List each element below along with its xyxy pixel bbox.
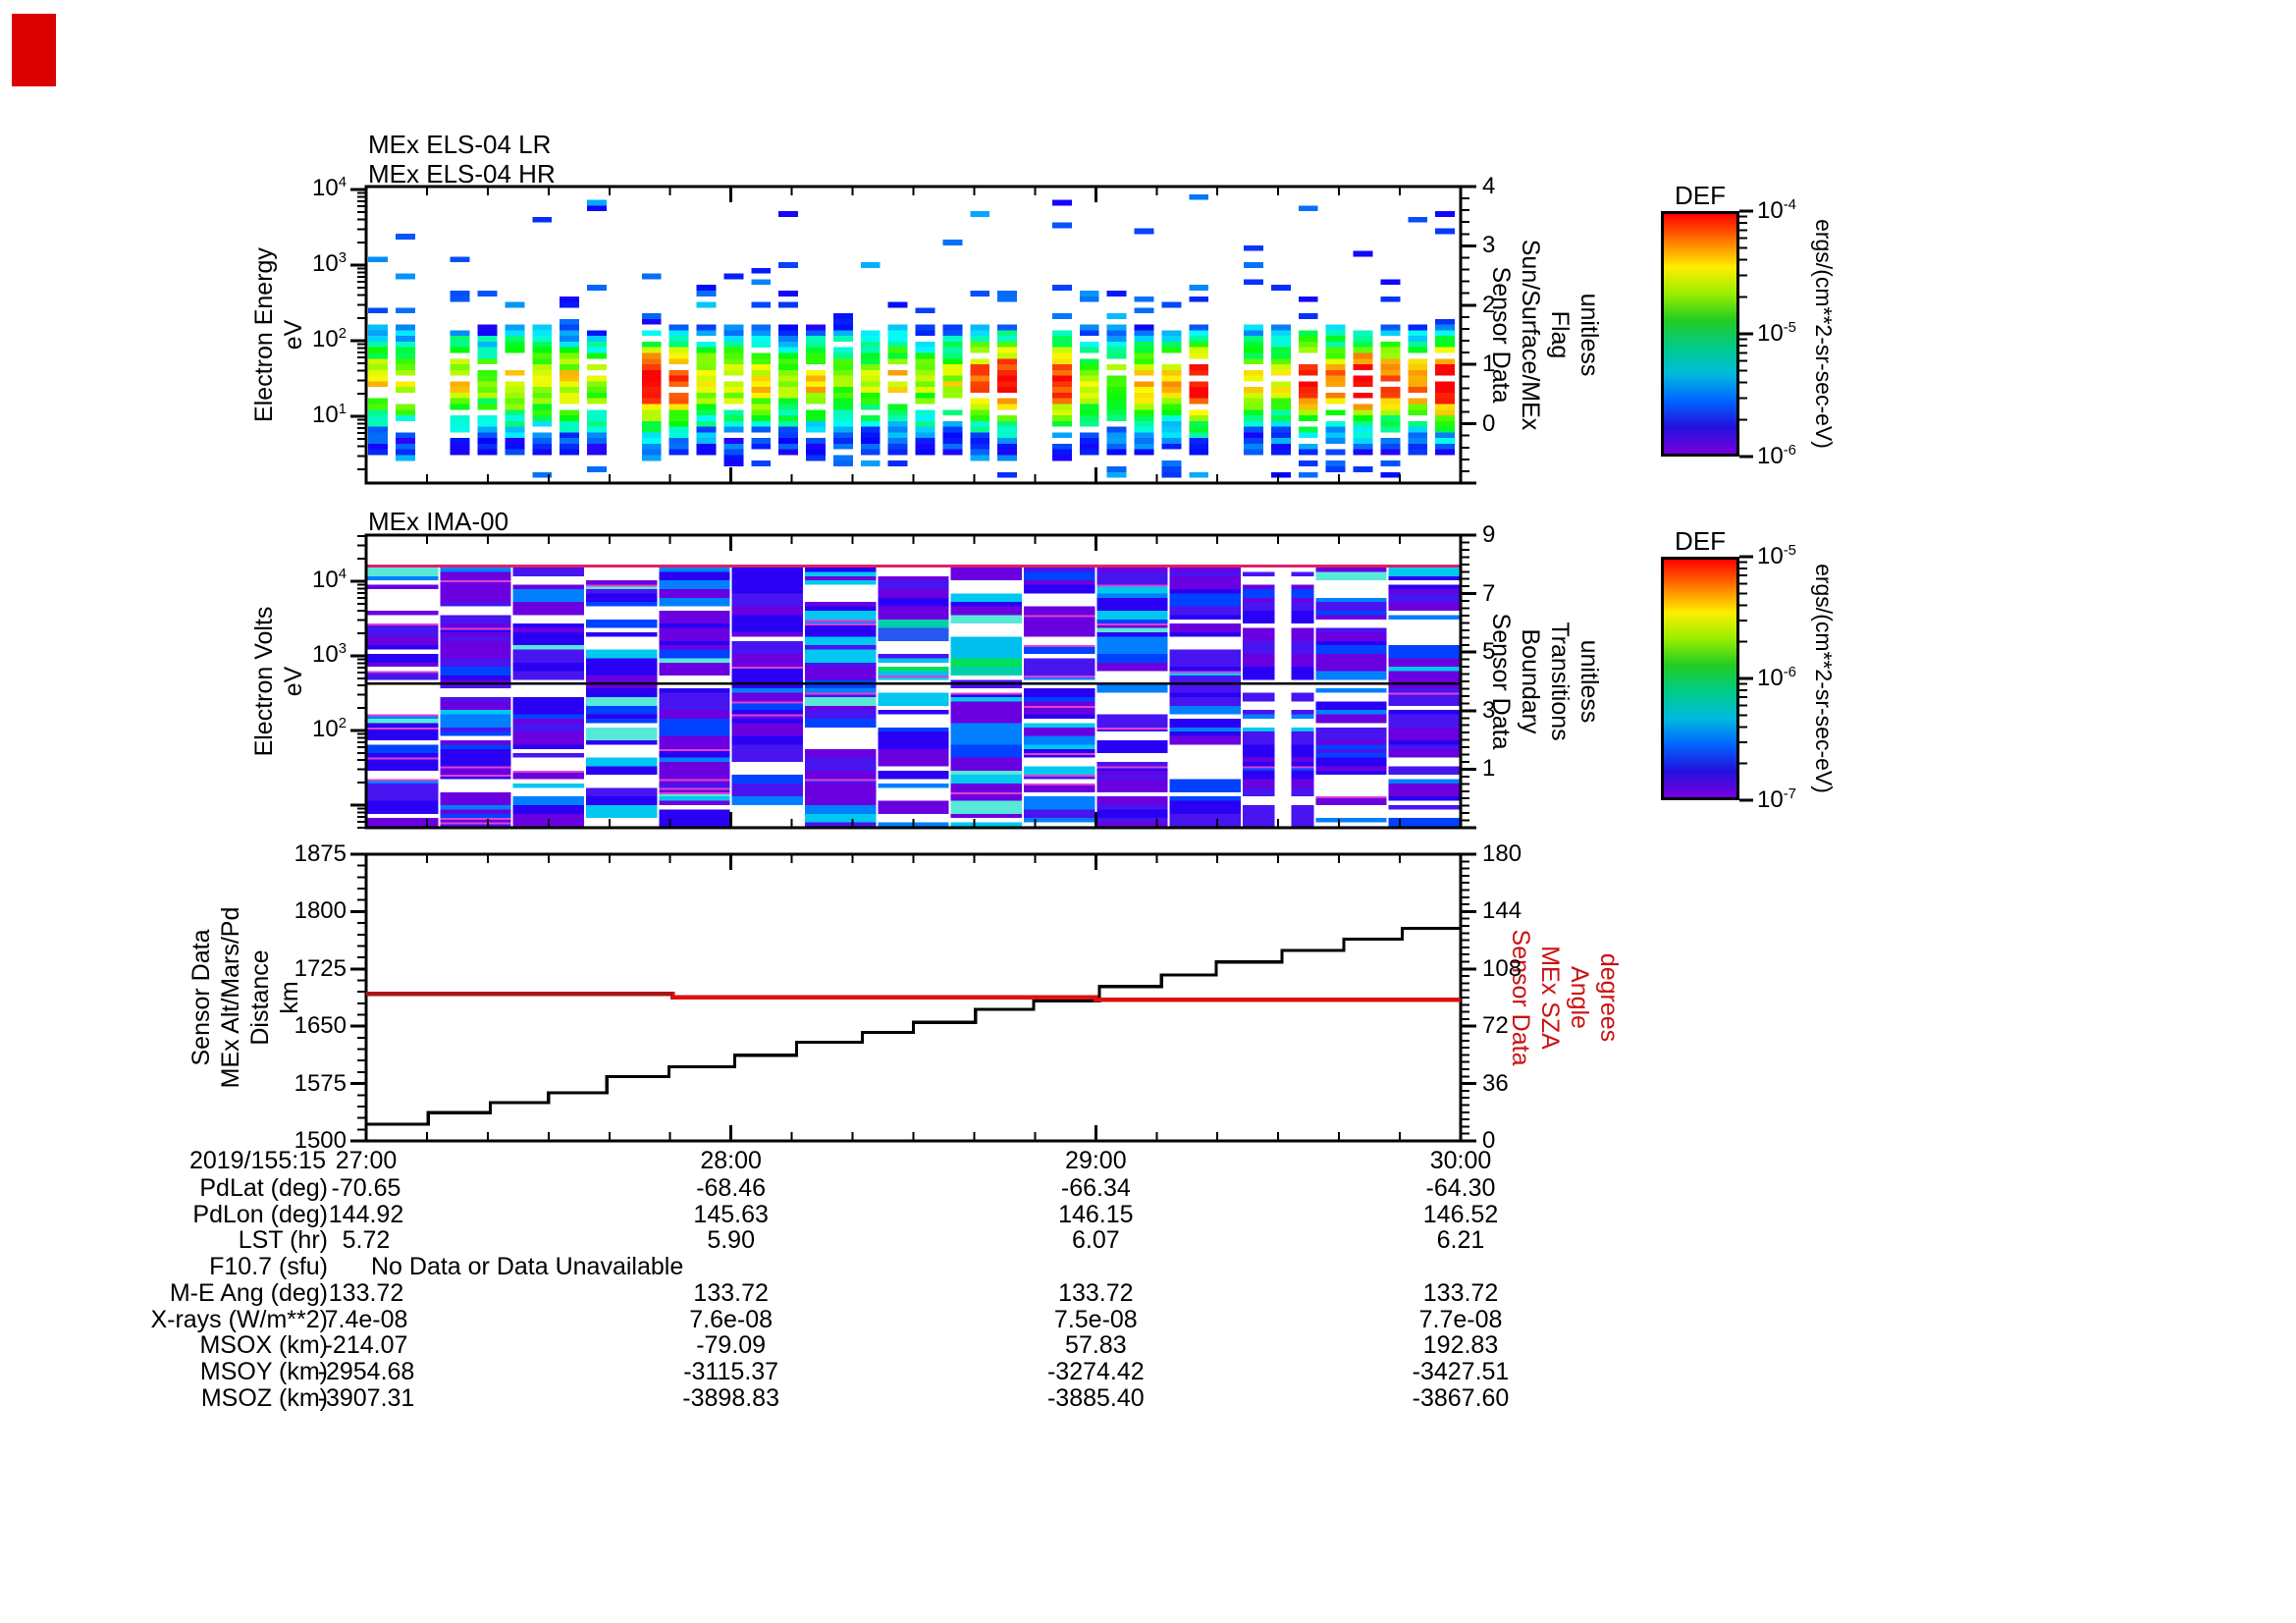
- table-cell: -3907.31: [317, 1384, 415, 1412]
- table-cell: 7.6e-08: [689, 1306, 774, 1333]
- ima-right-tick-7: 7: [1482, 579, 1496, 607]
- colorbar1-gradient: [1661, 211, 1739, 457]
- table-cell: 5.72: [342, 1226, 391, 1254]
- table-row-label: M-E Ang (deg): [169, 1279, 328, 1307]
- table-cell: 133.72: [1058, 1279, 1134, 1307]
- els-title-hr: MEx ELS-04 HR: [368, 159, 556, 189]
- table-cell: 6.21: [1436, 1226, 1485, 1254]
- table-cell: 146.52: [1422, 1201, 1499, 1228]
- table-cell: 6.07: [1071, 1226, 1120, 1254]
- table-cell: 5.90: [707, 1226, 755, 1254]
- time-tick-29:00: 29:00: [1065, 1147, 1127, 1174]
- time-base-label: 2019/155:15: [188, 1147, 326, 1174]
- time-tick-28:00: 28:00: [700, 1147, 762, 1174]
- els-ytick-10e2: 102: [312, 326, 347, 352]
- table-row-label: X-rays (W/m**2): [150, 1306, 328, 1333]
- colorbar1-title: DEF: [1675, 181, 1726, 210]
- alt-left-tick-1725: 1725: [294, 954, 347, 982]
- table-cell: 192.83: [1422, 1331, 1499, 1359]
- alt-right-tick-0: 0: [1482, 1127, 1496, 1154]
- els-right-tick-3: 3: [1482, 232, 1496, 259]
- alt-right-tick-144: 144: [1482, 897, 1522, 925]
- ima-right-tick-1: 1: [1482, 755, 1496, 783]
- alt-right-tick-108: 108: [1482, 954, 1522, 982]
- colorbar1-tick-10e-6: 10-6: [1757, 443, 1796, 469]
- colorbar2-tick-10e-6: 10-6: [1757, 665, 1796, 691]
- table-row-label: MSOY (km): [199, 1358, 328, 1385]
- table-row-label: MSOZ (km): [200, 1384, 328, 1412]
- ima-ytick-10e4: 104: [312, 567, 347, 593]
- els-right-tick-2: 2: [1482, 291, 1496, 318]
- table-cell: -214.07: [324, 1331, 408, 1359]
- table-cell: -3427.51: [1412, 1358, 1510, 1385]
- alt-left-tick-1650: 1650: [294, 1012, 347, 1040]
- table-cell: -2954.68: [317, 1358, 415, 1385]
- ima-ytick-10e2: 102: [312, 716, 347, 742]
- table-cell: -3115.37: [683, 1358, 779, 1385]
- colorbar2-title: DEF: [1675, 526, 1726, 556]
- ima-right-tick-3: 3: [1482, 696, 1496, 724]
- alt-right-tick-36: 36: [1482, 1069, 1509, 1097]
- table-cell: 145.63: [693, 1201, 769, 1228]
- colorbar1-tick-10e-5: 10-5: [1757, 320, 1796, 347]
- table-row-label: PdLon (deg): [192, 1201, 328, 1228]
- table-cell: 144.92: [328, 1201, 404, 1228]
- table-row-note: No Data or Data Unavailable: [371, 1253, 684, 1280]
- annotation-marker: [12, 14, 56, 86]
- colorbar2-tick-10e-7: 10-7: [1757, 786, 1796, 813]
- els-right-tick-0: 0: [1482, 409, 1496, 437]
- table-cell: -68.46: [696, 1174, 767, 1202]
- table-cell: -3274.42: [1046, 1358, 1145, 1385]
- time-tick-30:00: 30:00: [1429, 1147, 1492, 1174]
- table-cell: -3885.40: [1046, 1384, 1145, 1412]
- table-cell: 133.72: [328, 1279, 404, 1307]
- table-cell: 146.15: [1058, 1201, 1134, 1228]
- time-tick-27:00: 27:00: [335, 1147, 398, 1174]
- els-ytick-10e1: 101: [312, 402, 347, 428]
- ima-ytick-10e3: 103: [312, 641, 347, 668]
- alt-right-tick-180: 180: [1482, 840, 1522, 867]
- els-title-lr: MEx ELS-04 LR: [368, 130, 552, 159]
- alt-left-tick-1575: 1575: [294, 1069, 347, 1097]
- ima-title: MEx IMA-00: [368, 507, 509, 536]
- ima-right-tick-9: 9: [1482, 521, 1496, 548]
- colorbar2-tick-10e-5: 10-5: [1757, 543, 1796, 569]
- table-row-label: F10.7 (sfu): [209, 1253, 328, 1280]
- alt-left-tick-1800: 1800: [294, 897, 347, 925]
- table-cell: -3898.83: [682, 1384, 779, 1412]
- els-ytick-10e4: 104: [312, 175, 347, 201]
- table-cell: 133.72: [693, 1279, 769, 1307]
- table-cell: 7.4e-08: [324, 1306, 408, 1333]
- els-ytick-10e3: 103: [312, 250, 347, 277]
- table-cell: -64.30: [1425, 1174, 1496, 1202]
- ima-right-tick-5: 5: [1482, 638, 1496, 666]
- els-right-tick-1: 1: [1482, 351, 1496, 378]
- alt-left-tick-1875: 1875: [294, 840, 347, 867]
- table-row-label: LST (hr): [238, 1226, 328, 1254]
- table-cell: -70.65: [331, 1174, 401, 1202]
- table-cell: -79.09: [696, 1331, 767, 1359]
- els-right-tick-4: 4: [1482, 173, 1496, 199]
- colorbar2-gradient: [1661, 557, 1739, 800]
- table-row-label: PdLat (deg): [199, 1174, 328, 1202]
- table-cell: 7.7e-08: [1418, 1306, 1503, 1333]
- table-cell: -3867.60: [1412, 1384, 1510, 1412]
- table-cell: 133.72: [1422, 1279, 1499, 1307]
- table-cell: -66.34: [1060, 1174, 1131, 1202]
- table-row-label: MSOX (km): [199, 1331, 328, 1359]
- table-cell: 57.83: [1065, 1331, 1127, 1359]
- alt-right-tick-72: 72: [1482, 1012, 1509, 1040]
- colorbar1-tick-10e-4: 10-4: [1757, 197, 1796, 224]
- table-cell: 7.5e-08: [1053, 1306, 1138, 1333]
- alt-left-tick-1500: 1500: [294, 1127, 347, 1154]
